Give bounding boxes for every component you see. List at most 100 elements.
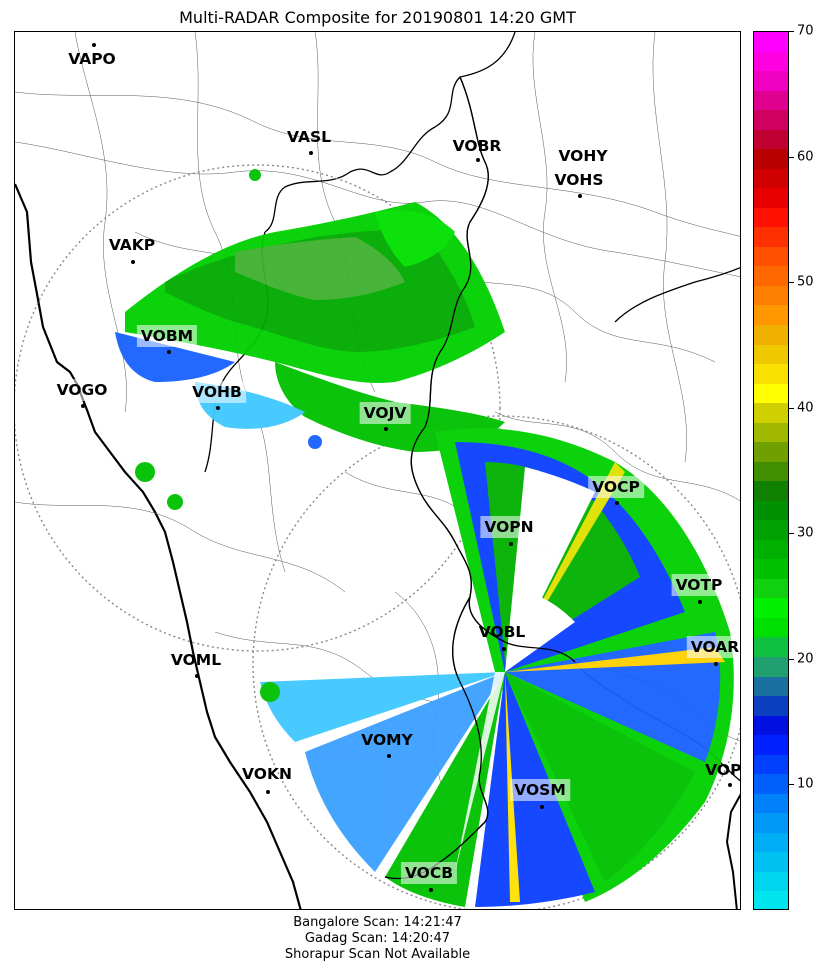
colorbar-segment bbox=[754, 871, 788, 892]
station-marker-vopn bbox=[509, 542, 513, 546]
radar-map: VAPO VASL VOBR VOHY VOHS VAKP VOBM VOGO VOHB VOJV… bbox=[14, 31, 741, 910]
colorbar-tick-label: 20 bbox=[797, 651, 814, 667]
colorbar-tick bbox=[789, 407, 794, 409]
station-marker-vosm bbox=[540, 805, 544, 809]
colorbar-segment bbox=[754, 852, 788, 872]
colorbar-segment bbox=[754, 344, 788, 365]
colorbar-tick-label: 70 bbox=[797, 23, 814, 39]
colorbar-segment bbox=[754, 422, 788, 443]
station-marker-vohs bbox=[578, 194, 582, 198]
colorbar-tick-label: 30 bbox=[797, 525, 814, 541]
station-marker-vobr bbox=[476, 158, 480, 162]
station-label-vapo: VAPO bbox=[68, 50, 116, 68]
colorbar-segment bbox=[754, 696, 788, 716]
colorbar-segment bbox=[754, 129, 788, 150]
station-label-vobl: VOBL bbox=[478, 623, 526, 641]
station-label-vobm: VOBM bbox=[136, 325, 198, 347]
colorbar-segment bbox=[754, 481, 788, 501]
colorbar-tick bbox=[789, 658, 794, 660]
colorbar-tick bbox=[789, 282, 794, 284]
colorbar-segment bbox=[754, 793, 788, 814]
colorbar-tick-label: 60 bbox=[797, 149, 814, 165]
colorbar-tick bbox=[789, 31, 794, 32]
colorbar-segment bbox=[754, 715, 788, 736]
colorbar-segment bbox=[754, 735, 788, 755]
station-marker-vapo bbox=[92, 43, 96, 47]
station-label-vobr: VOBR bbox=[452, 137, 502, 155]
station-label-vocp: VOCP bbox=[588, 476, 644, 498]
colorbar-segment bbox=[754, 461, 788, 482]
colorbar-segment bbox=[754, 32, 788, 52]
station-label-vakp: VAKP bbox=[108, 236, 156, 254]
station-marker-vasl bbox=[309, 151, 313, 155]
colorbar-segment bbox=[754, 403, 788, 423]
station-marker-vocp bbox=[615, 501, 619, 505]
map-title: Multi-RADAR Composite for 20190801 14:20… bbox=[179, 8, 576, 27]
station-label-vohs: VOHS bbox=[554, 171, 604, 189]
colorbar-segment bbox=[754, 520, 788, 540]
colorbar-tick-label: 10 bbox=[797, 776, 814, 792]
colorbar-segment bbox=[754, 539, 788, 560]
station-label-vogo: VOGO bbox=[52, 379, 112, 401]
colorbar-segment bbox=[754, 754, 788, 775]
colorbar-segment bbox=[754, 559, 788, 579]
station-label-vojv: VOJV bbox=[359, 402, 411, 424]
station-label-vosm: VOSM bbox=[510, 779, 570, 801]
colorbar-segment bbox=[754, 110, 788, 130]
station-marker-vobl bbox=[502, 647, 506, 651]
station-label-vohy: VOHY bbox=[558, 147, 608, 165]
east-coastline bbox=[725, 793, 740, 909]
colorbar-segment bbox=[754, 832, 788, 853]
colorbar-segment bbox=[754, 168, 788, 189]
station-label-voml: VOML bbox=[170, 651, 222, 669]
colorbar-segment bbox=[754, 891, 788, 909]
colorbar-segment bbox=[754, 617, 788, 638]
station-label-vohb: VOHB bbox=[188, 381, 246, 403]
colorbar-segment bbox=[754, 305, 788, 325]
station-label-vasl: VASL bbox=[287, 128, 331, 146]
colorbar-segment bbox=[754, 149, 788, 169]
map-canvas bbox=[15, 32, 740, 909]
station-label-vomy: VOMY bbox=[361, 731, 413, 749]
colorbar-tick bbox=[789, 156, 794, 158]
station-marker-vopc bbox=[728, 783, 732, 787]
station-marker-vakp bbox=[131, 260, 135, 264]
station-label-vocb: VOCB bbox=[400, 862, 458, 884]
shorapur-scan-status: Shorapur Scan Not Available bbox=[284, 947, 471, 962]
colorbar-segment bbox=[754, 285, 788, 306]
colorbar bbox=[753, 31, 789, 910]
station-marker-voml bbox=[195, 674, 199, 678]
station-marker-vohb bbox=[216, 406, 220, 410]
colorbar-segment bbox=[754, 578, 788, 599]
station-label-vopn: VOPN bbox=[480, 516, 538, 538]
station-label-voar: VOAR bbox=[686, 636, 740, 658]
colorbar-segment bbox=[754, 227, 788, 247]
colorbar-segment bbox=[754, 676, 788, 697]
station-marker-vobm bbox=[167, 350, 171, 354]
colorbar-segment bbox=[754, 500, 788, 521]
colorbar-segment bbox=[754, 324, 788, 345]
colorbar-tick-label: 40 bbox=[797, 400, 814, 416]
colorbar-segment bbox=[754, 383, 788, 404]
colorbar-segment bbox=[754, 51, 788, 72]
colorbar-segment bbox=[754, 266, 788, 286]
station-marker-votp bbox=[698, 600, 702, 604]
colorbar-tick bbox=[789, 533, 794, 535]
colorbar-segment bbox=[754, 364, 788, 384]
station-marker-vokn bbox=[266, 790, 270, 794]
colorbar-segment bbox=[754, 598, 788, 618]
station-marker-vojv bbox=[384, 427, 388, 431]
station-label-vopc: VOPC bbox=[705, 761, 741, 779]
scan-status: Bangalore Scan: 14:21:47 Gadag Scan: 14:… bbox=[14, 915, 741, 963]
colorbar-segment bbox=[754, 90, 788, 111]
station-marker-voar bbox=[714, 662, 718, 666]
colorbar-tick-label: 50 bbox=[797, 274, 814, 290]
colorbar-segment bbox=[754, 813, 788, 833]
colorbar-segment bbox=[754, 657, 788, 677]
station-marker-vogo bbox=[81, 404, 85, 408]
gadag-scan-time: Gadag Scan: 14:20:47 bbox=[304, 931, 451, 946]
colorbar-segment bbox=[754, 188, 788, 208]
colorbar-segment bbox=[754, 637, 788, 657]
station-label-vokn: VOKN bbox=[242, 765, 292, 783]
station-label-votp: VOTP bbox=[671, 574, 727, 596]
